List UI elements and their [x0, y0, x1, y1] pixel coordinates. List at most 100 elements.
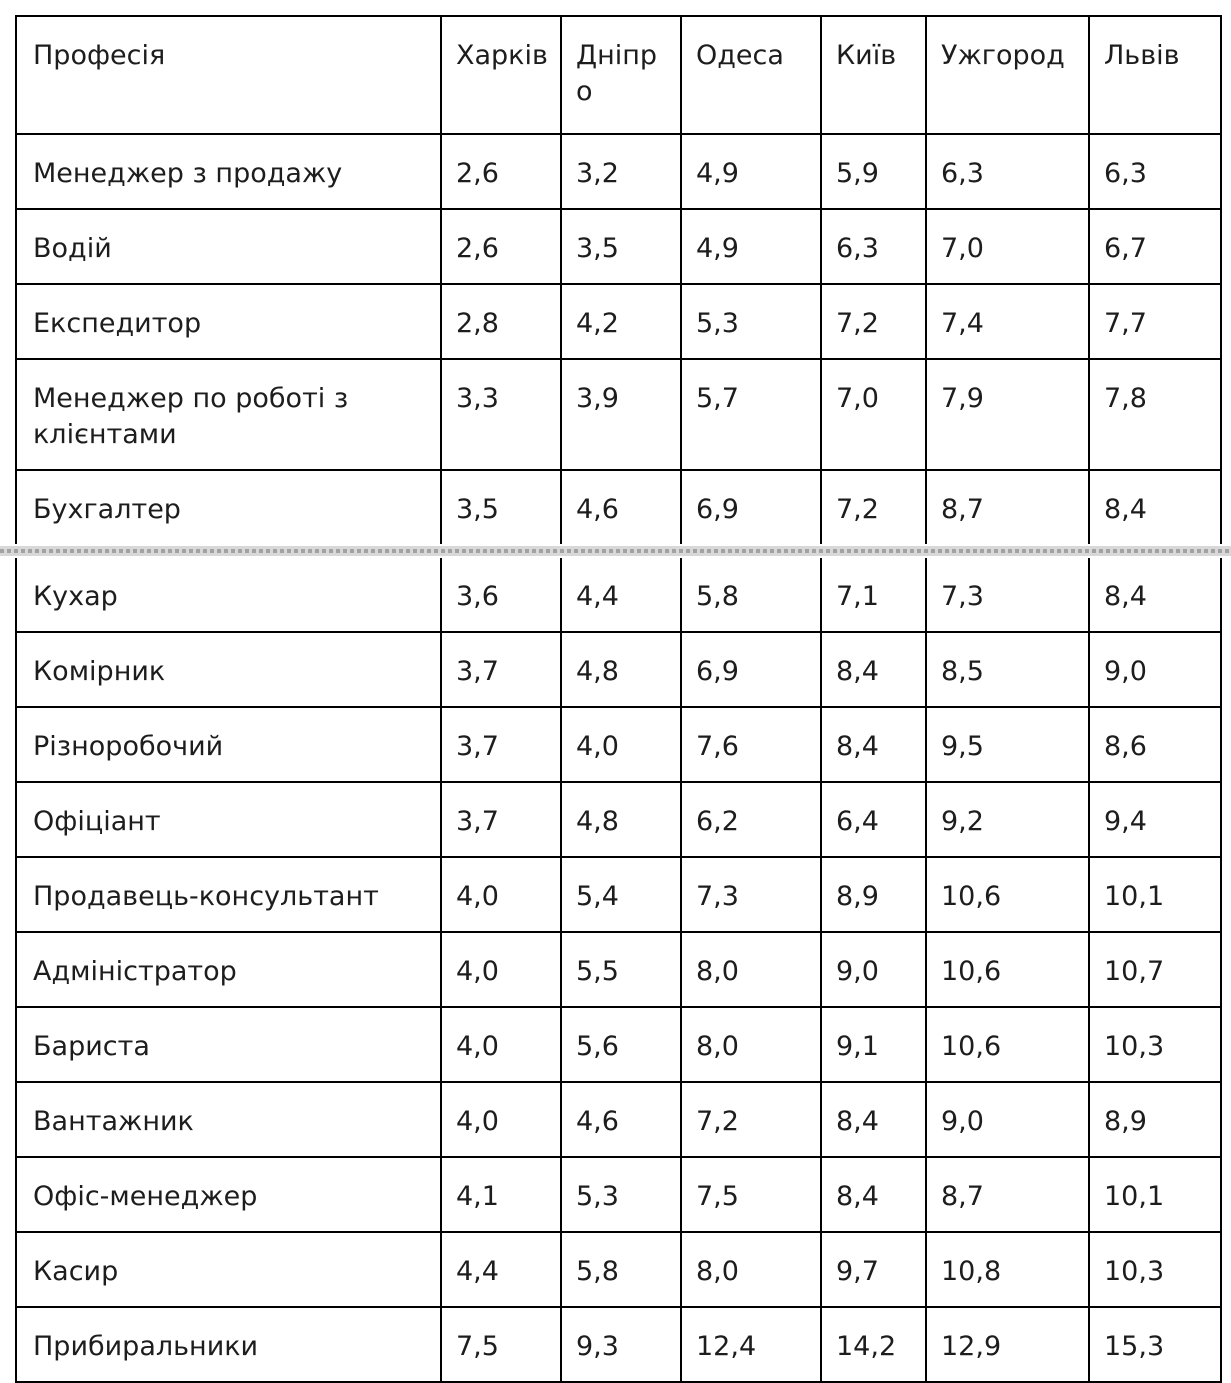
- value-cell: 2,6: [440, 133, 562, 210]
- value-cell: 6,7: [1088, 208, 1222, 285]
- value-cell: 4,9: [680, 133, 822, 210]
- profession-cell: Комірник: [15, 631, 442, 708]
- value-cell: 2,6: [440, 208, 562, 285]
- value-cell: 6,3: [1088, 133, 1222, 210]
- value-cell: 4,2: [560, 283, 682, 360]
- value-cell: 3,6: [440, 558, 562, 633]
- value-cell: 9,2: [925, 781, 1090, 858]
- value-cell: 8,4: [820, 706, 927, 783]
- city-header: Одеса: [680, 15, 822, 135]
- table-row: Прибиральники 7,5 9,3 12,4 14,2 12,9 15,3: [15, 1306, 1222, 1383]
- value-cell: 7,1: [820, 558, 927, 633]
- value-cell: 4,0: [440, 1081, 562, 1158]
- value-cell: 8,4: [1088, 558, 1222, 633]
- profession-cell: Бариста: [15, 1006, 442, 1083]
- table-row: Офіс-менеджер 4,1 5,3 7,5 8,4 8,7 10,1: [15, 1156, 1222, 1233]
- value-cell: 7,3: [925, 558, 1090, 633]
- table-row: Комірник 3,7 4,8 6,9 8,4 8,5 9,0: [15, 631, 1222, 708]
- value-cell: 3,7: [440, 781, 562, 858]
- value-cell: 8,4: [820, 1081, 927, 1158]
- salary-table-page2: Кухар 3,6 4,4 5,8 7,1 7,3 8,4 Комірник 3,7 4,8 6,9…: [15, 558, 1222, 1383]
- value-cell: 5,4: [560, 856, 682, 933]
- value-cell: 3,5: [440, 469, 562, 544]
- value-cell: 5,3: [680, 283, 822, 360]
- value-cell: 3,7: [440, 631, 562, 708]
- value-cell: 8,5: [925, 631, 1090, 708]
- table-row: Кухар 3,6 4,4 5,8 7,1 7,3 8,4: [15, 558, 1222, 633]
- value-cell: 5,3: [560, 1156, 682, 1233]
- value-cell: 10,3: [1088, 1006, 1222, 1083]
- value-cell: 4,0: [560, 706, 682, 783]
- value-cell: 8,0: [680, 1006, 822, 1083]
- value-cell: 8,7: [925, 1156, 1090, 1233]
- city-header: Харків: [440, 15, 562, 135]
- value-cell: 3,3: [440, 358, 562, 471]
- value-cell: 9,1: [820, 1006, 927, 1083]
- city-header: Львів: [1088, 15, 1222, 135]
- value-cell: 7,3: [680, 856, 822, 933]
- value-cell: 4,0: [440, 931, 562, 1008]
- value-cell: 8,6: [1088, 706, 1222, 783]
- profession-cell: Прибиральники: [15, 1306, 442, 1383]
- value-cell: 10,1: [1088, 1156, 1222, 1233]
- value-cell: 12,9: [925, 1306, 1090, 1383]
- value-cell: 9,3: [560, 1306, 682, 1383]
- value-cell: 5,8: [560, 1231, 682, 1308]
- profession-cell: Касир: [15, 1231, 442, 1308]
- value-cell: 9,0: [1088, 631, 1222, 708]
- table-row: Менеджер з продажу 2,6 3,2 4,9 5,9 6,3 6,3: [15, 133, 1222, 210]
- value-cell: 9,7: [820, 1231, 927, 1308]
- value-cell: 8,9: [820, 856, 927, 933]
- value-cell: 10,6: [925, 856, 1090, 933]
- value-cell: 9,5: [925, 706, 1090, 783]
- value-cell: 9,4: [1088, 781, 1222, 858]
- value-cell: 9,0: [925, 1081, 1090, 1158]
- header-label: Ужгород: [941, 40, 1065, 71]
- value-cell: 10,8: [925, 1231, 1090, 1308]
- value-cell: 5,8: [680, 558, 822, 633]
- value-cell: 4,4: [440, 1231, 562, 1308]
- value-cell: 7,9: [925, 358, 1090, 471]
- value-cell: 8,0: [680, 1231, 822, 1308]
- value-cell: 3,5: [560, 208, 682, 285]
- value-cell: 7,2: [680, 1081, 822, 1158]
- profession-cell: Експедитор: [15, 283, 442, 360]
- value-cell: 3,2: [560, 133, 682, 210]
- value-cell: 8,7: [925, 469, 1090, 544]
- value-cell: 7,5: [440, 1306, 562, 1383]
- profession-cell: Бухгалтер: [15, 469, 442, 544]
- table-row: Менеджер по роботі з клієнтами 3,3 3,9 5,7 7…: [15, 358, 1222, 471]
- value-cell: 6,2: [680, 781, 822, 858]
- value-cell: 14,2: [820, 1306, 927, 1383]
- profession-cell: Менеджер з продажу: [15, 133, 442, 210]
- profession-cell: Офіціант: [15, 781, 442, 858]
- value-cell: 4,8: [560, 631, 682, 708]
- value-cell: 10,1: [1088, 856, 1222, 933]
- table-row: Бариста 4,0 5,6 8,0 9,1 10,6 10,3: [15, 1006, 1222, 1083]
- header-label: Професія: [33, 40, 166, 71]
- profession-cell: Вантажник: [15, 1081, 442, 1158]
- value-cell: 7,0: [820, 358, 927, 471]
- value-cell: 8,4: [1088, 469, 1222, 544]
- value-cell: 15,3: [1088, 1306, 1222, 1383]
- value-cell: 10,7: [1088, 931, 1222, 1008]
- value-cell: 4,0: [440, 1006, 562, 1083]
- value-cell: 7,7: [1088, 283, 1222, 360]
- header-label: Київ: [836, 40, 897, 71]
- table-row: Водій 2,6 3,5 4,9 6,3 7,0 6,7: [15, 208, 1222, 285]
- profession-cell: Водій: [15, 208, 442, 285]
- profession-cell: Менеджер по роботі з клієнтами: [15, 358, 442, 471]
- table-row: Касир 4,4 5,8 8,0 9,7 10,8 10,3: [15, 1231, 1222, 1308]
- value-cell: 5,9: [820, 133, 927, 210]
- header-label: Одеса: [696, 40, 784, 71]
- value-cell: 4,6: [560, 469, 682, 544]
- table-row: Офіціант 3,7 4,8 6,2 6,4 9,2 9,4: [15, 781, 1222, 858]
- value-cell: 12,4: [680, 1306, 822, 1383]
- value-cell: 7,2: [820, 469, 927, 544]
- value-cell: 4,8: [560, 781, 682, 858]
- value-cell: 8,0: [680, 931, 822, 1008]
- value-cell: 7,4: [925, 283, 1090, 360]
- value-cell: 4,6: [560, 1081, 682, 1158]
- header-row: Професія Харків Дніпро Одеса Київ Ужгород Льві…: [15, 15, 1222, 135]
- value-cell: 10,6: [925, 931, 1090, 1008]
